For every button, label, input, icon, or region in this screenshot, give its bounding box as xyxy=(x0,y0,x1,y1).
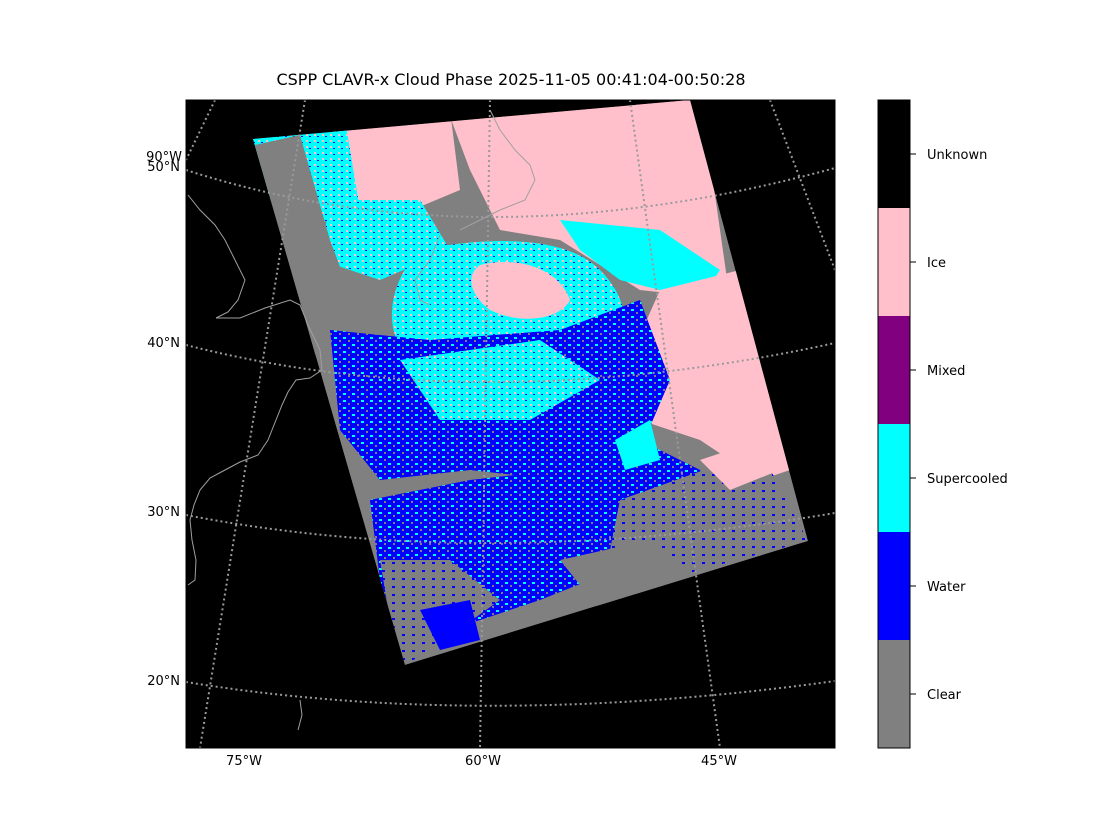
lat-label-30: 30°N xyxy=(147,505,180,520)
lat-label-20: 20°N xyxy=(147,674,180,689)
lon-label-90w-extra: 90°W xyxy=(146,150,182,165)
lon-label-45w: 45°W xyxy=(701,754,737,769)
lon-label-75w: 75°W xyxy=(226,754,262,769)
lat-label-40: 40°N xyxy=(147,336,180,351)
lon-label-60w: 60°W xyxy=(465,754,501,769)
